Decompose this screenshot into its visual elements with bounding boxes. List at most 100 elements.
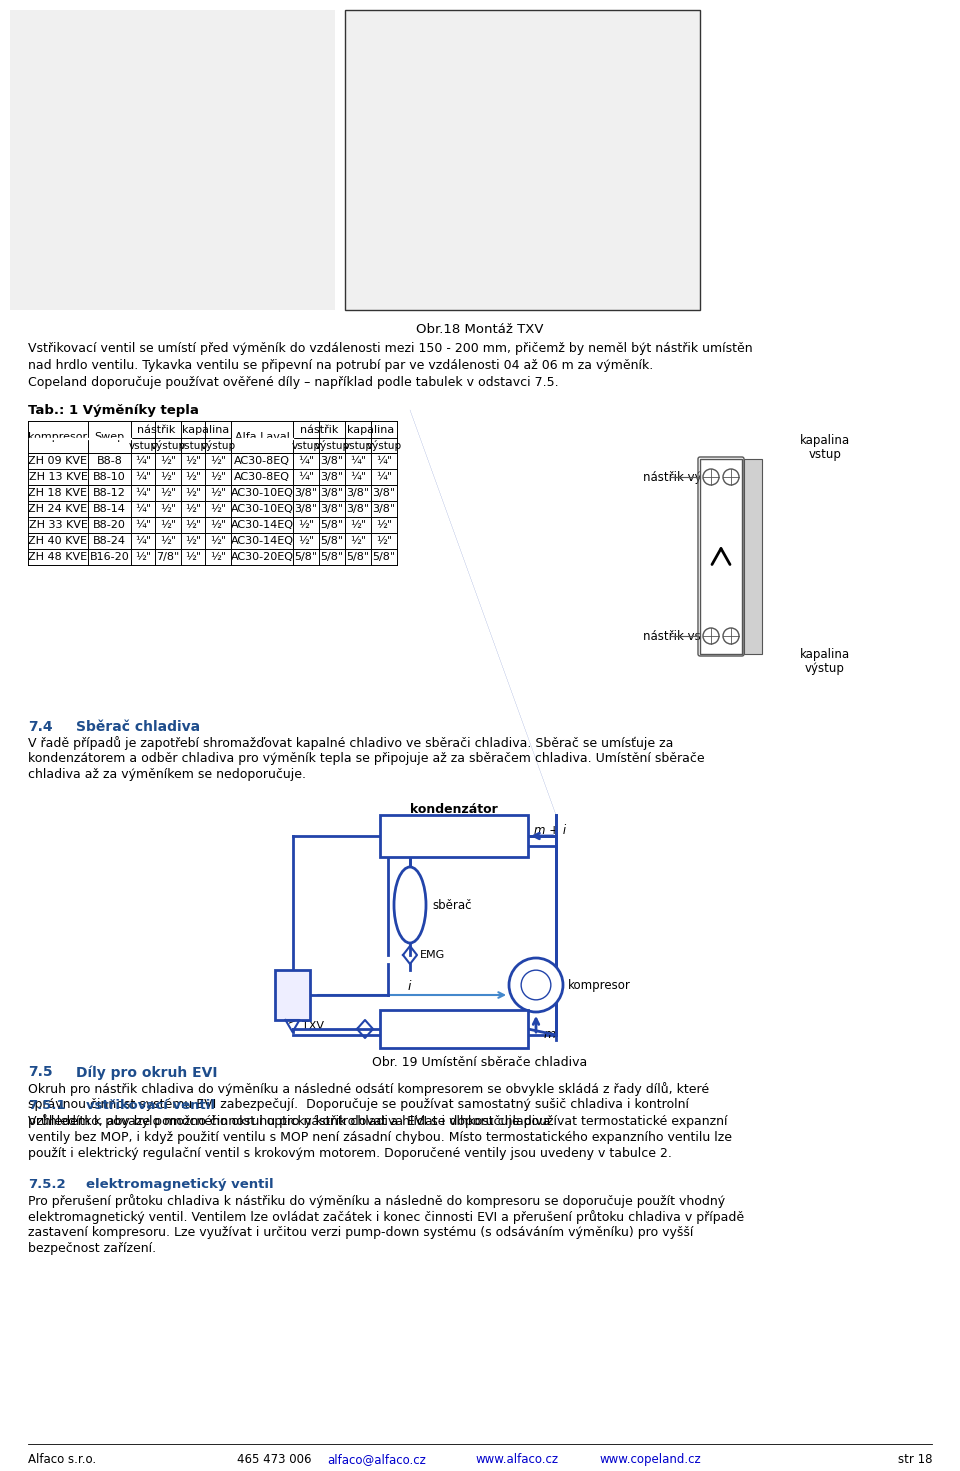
Text: B8-20: B8-20 [93,521,126,530]
Text: Pro přerušení průtoku chladiva k nástřiku do výměníku a následně do kompresoru s: Pro přerušení průtoku chladiva k nástřik… [28,1194,725,1208]
Text: 5/8": 5/8" [347,552,370,562]
Text: ¼": ¼" [376,456,392,466]
Text: ½": ½" [185,505,201,513]
Text: ZH 48 KVE: ZH 48 KVE [29,552,87,562]
Text: m: m [544,1028,556,1041]
Text: ¼": ¼" [350,472,366,482]
Text: Swep: Swep [94,432,125,441]
Text: AC30-14EQ: AC30-14EQ [230,521,294,530]
Text: B8-24: B8-24 [93,535,126,546]
Text: Sběrač chladiva: Sběrač chladiva [76,719,200,734]
Text: ZH 18 KVE: ZH 18 KVE [29,488,87,499]
Text: ¼": ¼" [135,472,151,482]
Text: ½": ½" [185,535,201,546]
Text: vstup: vstup [129,440,157,450]
Circle shape [521,971,551,1000]
Text: kondenzátor: kondenzátor [410,803,498,816]
Text: ½": ½" [185,488,201,499]
Circle shape [509,958,563,1012]
Text: AC30-8EQ: AC30-8EQ [234,456,290,466]
Text: vstup: vstup [179,440,207,450]
Bar [700,459,742,655]
Text: AC30-20EQ: AC30-20EQ [230,552,294,562]
Text: Vstřikovací ventil se umístí před výměník do vzdálenosti mezi 150 - 200 mm, přič: Vstřikovací ventil se umístí před výmění… [28,341,753,355]
Bar [380,815,528,858]
Text: 7/8": 7/8" [156,552,180,562]
Text: ¼": ¼" [135,488,151,499]
Text: výměník: výměník [287,975,298,1022]
Text: kompresor: kompresor [29,432,87,441]
Text: 3/8": 3/8" [321,488,344,499]
Text: m + i: m + i [534,824,566,837]
Bar [345,10,700,310]
Text: kapalina: kapalina [348,425,395,434]
Text: výstup: výstup [367,440,401,452]
Text: AC30-8EQ: AC30-8EQ [234,472,290,482]
Text: ½": ½" [350,521,366,530]
Text: Okruh pro nástřik chladiva do výměníku a následné odsátí kompresorem se obvykle : Okruh pro nástřik chladiva do výměníku a… [28,1083,709,1096]
Text: ¼": ¼" [350,456,366,466]
Bar [275,969,310,1019]
Text: Copeland doporučuje používat ověřené díly – například podle tabulek v odstavci 7: Copeland doporučuje používat ověřené díl… [28,377,559,388]
Text: ZH 13 KVE: ZH 13 KVE [29,472,87,482]
Text: 7.5.2: 7.5.2 [28,1178,65,1192]
Text: ¼": ¼" [298,472,314,482]
Text: vstup: vstup [344,440,372,450]
Text: B8-10: B8-10 [93,472,126,482]
Text: výstup: výstup [201,440,235,452]
Text: 5/8": 5/8" [321,535,344,546]
Bar [380,1011,528,1047]
Text: str 18: str 18 [898,1453,932,1467]
Text: ½": ½" [210,535,226,546]
Text: 3/8": 3/8" [321,456,344,466]
Text: B8-12: B8-12 [93,488,126,499]
Text: V řadě případů je zapotřebí shromažďovat kapalné chladivo ve sběrači chladiva. S: V řadě případů je zapotřebí shromažďovat… [28,736,673,750]
Text: 3/8": 3/8" [321,505,344,513]
Text: Obr.18 Montáž TXV: Obr.18 Montáž TXV [417,324,543,335]
Text: AC30-10EQ: AC30-10EQ [230,488,294,499]
Text: 5/8": 5/8" [295,552,318,562]
Text: 5/8": 5/8" [372,552,396,562]
Text: ½": ½" [376,521,392,530]
Text: chladiva až za výměníkem se nedoporučuje.: chladiva až za výměníkem se nedoporučuje… [28,768,306,781]
Text: správnou činnost systému EVI zabezpečují.  Doporučuje se používat samostatný suš: správnou činnost systému EVI zabezpečují… [28,1097,689,1111]
Text: nástřik: nástřik [300,425,338,434]
Text: EMG: EMG [420,950,445,961]
Text: ¼": ¼" [298,456,314,466]
Text: nástřik: nástřik [137,425,175,434]
Bar [744,459,762,655]
Text: ½": ½" [160,521,176,530]
Text: nástřik výstup: nástřik výstup [643,471,728,484]
Text: ZH 24 KVE: ZH 24 KVE [29,505,87,513]
Text: ½": ½" [185,552,201,562]
Text: i: i [408,981,411,993]
Text: výstup: výstup [805,662,845,675]
Text: zastavení kompresoru. Lze využívat i určitou verzi pump-down systému (s odsávání: zastavení kompresoru. Lze využívat i urč… [28,1225,693,1239]
Text: 465 473 006: 465 473 006 [237,1453,311,1467]
Text: nástřik vstup: nástřik vstup [643,630,721,643]
Text: ZH 33 KVE: ZH 33 KVE [29,521,87,530]
Text: ZH 40 KVE: ZH 40 KVE [29,535,87,546]
Text: B8-14: B8-14 [93,505,126,513]
Text: ½": ½" [210,552,226,562]
Text: ½": ½" [298,535,314,546]
Text: AC30-10EQ: AC30-10EQ [230,505,294,513]
Text: 5/8": 5/8" [321,552,344,562]
Text: ¼": ¼" [135,521,151,530]
Text: kapalina: kapalina [800,434,850,447]
Text: Obr. 19 Umístění sběrače chladiva: Obr. 19 Umístění sběrače chladiva [372,1056,588,1069]
Text: ½": ½" [210,472,226,482]
Text: sběrač: sběrač [432,899,471,912]
Text: použít i elektrický regulační ventil s krokovým motorem. Doporučené ventily jsou: použít i elektrický regulační ventil s k… [28,1147,672,1161]
Text: Díly pro okruh EVI: Díly pro okruh EVI [76,1065,218,1080]
Text: kapalina: kapalina [800,649,850,660]
Text: B8-8: B8-8 [97,456,123,466]
Text: 5/8": 5/8" [321,521,344,530]
Text: výparník: výparník [427,1027,481,1040]
Text: 7.5: 7.5 [28,1065,53,1080]
Text: 3/8": 3/8" [295,505,318,513]
Text: elektromagnetický ventil: elektromagnetický ventil [86,1178,274,1192]
Text: ½": ½" [185,472,201,482]
Text: 3/8": 3/8" [321,472,344,482]
Text: kompresor: kompresor [568,978,631,991]
